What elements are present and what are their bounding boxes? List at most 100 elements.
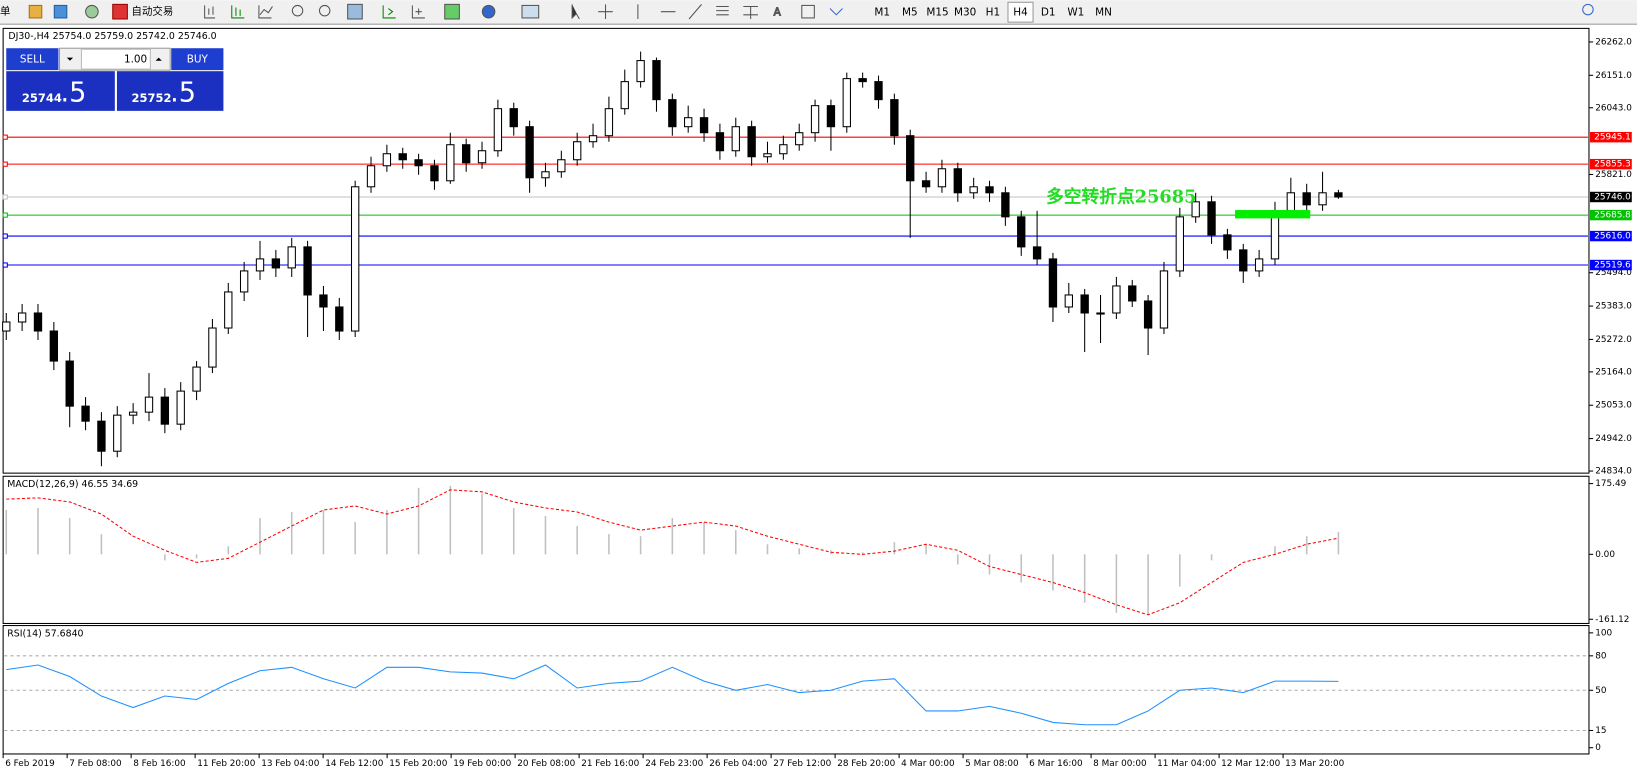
y-tick-label: 0: [1595, 743, 1601, 753]
icon[interactable]: [53, 4, 68, 19]
candle-body: [985, 186, 994, 194]
level-label: 25746.0: [1594, 193, 1631, 203]
level-tag: [1590, 209, 1632, 221]
icon[interactable]: [382, 5, 396, 19]
candle-body: [1286, 192, 1296, 212]
timeframes: M1 M5 M15 M30 H1 H4 D1 W1 MN: [874, 1, 1112, 23]
timeframe[interactable]: M1: [874, 7, 890, 19]
sell-price-box[interactable]: [6, 71, 115, 111]
icon[interactable]: [521, 4, 540, 19]
trade-panel: SELL 1.00 BUY 25744 .5 25752 .5: [5, 47, 225, 112]
sell-button[interactable]: [6, 48, 59, 71]
candle-body: [17, 312, 27, 323]
plots: 26262.0 26151.0 26043.0 25821.0 25494.0 25383…: [2, 37, 1632, 769]
candle-body: [1143, 300, 1153, 329]
buy-label[interactable]: BUY: [187, 54, 209, 66]
icon[interactable]: [112, 3, 128, 20]
rsi-title: RSI(14) 57.6840: [7, 628, 83, 639]
timeframe[interactable]: M5: [902, 7, 918, 19]
level-label: 25616.0: [1594, 232, 1631, 242]
icon[interactable]: [598, 4, 613, 19]
y-tick-label: 50: [1595, 686, 1607, 696]
candle-body: [271, 258, 281, 269]
icon[interactable]: [743, 5, 758, 19]
candle-body: [874, 81, 883, 101]
icon[interactable]: [801, 4, 815, 19]
timeframe[interactable]: H4: [1013, 7, 1028, 19]
candle-body: [1207, 201, 1216, 236]
candle-body: [1048, 258, 1058, 308]
lot-input[interactable]: [80, 48, 151, 70]
candle-body: [335, 306, 344, 332]
candle-body: [144, 396, 154, 413]
timeframe[interactable]: M15: [926, 7, 948, 19]
y-tick-label: 100: [1595, 628, 1612, 638]
icon[interactable]: [347, 3, 363, 20]
level-tag: [1590, 158, 1632, 170]
auto-trading[interactable]: 自动交易: [132, 5, 174, 18]
candle-body: [319, 294, 328, 308]
candle-body: [255, 258, 265, 272]
timeframe[interactable]: MN: [1095, 7, 1112, 19]
icon[interactable]: [481, 4, 496, 19]
x-tick-label: 4 Mar 00:00: [901, 759, 955, 769]
lot-down[interactable]: [66, 57, 74, 61]
icon-a[interactable]: A: [773, 6, 782, 19]
toolbar-icons: A: [28, 3, 1594, 20]
timeframe[interactable]: D1: [1041, 7, 1056, 19]
icon[interactable]: [444, 3, 460, 20]
y-tick-label: 26043.0: [1595, 103, 1632, 113]
candle-body: [573, 141, 582, 161]
icon[interactable]: [571, 4, 580, 20]
timeframe-active: [1007, 1, 1034, 23]
candle-body: [652, 60, 661, 101]
icon[interactable]: [318, 4, 331, 17]
candle-body: [795, 132, 804, 146]
icon[interactable]: [829, 8, 843, 16]
candle-body: [1112, 285, 1121, 314]
candle-body: [604, 108, 614, 137]
x-tick-label: 14 Feb 12:00: [325, 759, 383, 769]
timeframe[interactable]: M30: [954, 7, 976, 19]
x-tick-label: 24 Feb 23:00: [645, 759, 703, 769]
lot-up[interactable]: [155, 57, 162, 61]
candle-body: [33, 312, 43, 332]
icon[interactable]: [258, 5, 273, 19]
x-tick-label: 13 Feb 04:00: [261, 759, 319, 769]
y-tick-label: 25383.0: [1595, 302, 1632, 312]
level-tag: [1590, 131, 1632, 143]
icon[interactable]: [231, 5, 245, 19]
y-tick-label: 24834.0: [1595, 467, 1632, 477]
candle-body: [1302, 192, 1311, 206]
candle-body: [953, 168, 962, 194]
candle-body: [493, 108, 503, 152]
marker-bar: [1235, 210, 1311, 219]
buy-price-box[interactable]: [116, 71, 224, 111]
candle-body: [287, 246, 296, 269]
macd-title: MACD(12,26,9) 46.55 34.69: [7, 479, 138, 490]
candle-body: [446, 144, 455, 182]
candle-body: [699, 117, 709, 134]
timeframe[interactable]: W1: [1067, 7, 1084, 19]
buy-button[interactable]: [171, 48, 224, 71]
level-handle: [2, 194, 8, 200]
icon[interactable]: [204, 5, 216, 19]
timeframe[interactable]: H1: [986, 7, 1000, 19]
lot-value[interactable]: 1.00: [124, 54, 147, 66]
menu-clip[interactable]: 订单: [0, 6, 10, 18]
y-tick-label: 25164.0: [1595, 367, 1632, 377]
candle-body: [715, 132, 725, 152]
y-tick-label: 25494.0: [1595, 268, 1632, 278]
level-label: 25945.1: [1594, 133, 1631, 143]
icon[interactable]: [291, 4, 304, 17]
icon[interactable]: [411, 5, 425, 19]
icon[interactable]: [85, 4, 99, 19]
candle-body: [810, 105, 820, 134]
candle-body: [97, 420, 106, 452]
icon[interactable]: [637, 4, 729, 20]
y-tick-label: 26151.0: [1595, 71, 1632, 81]
sell-label[interactable]: SELL: [20, 54, 45, 66]
icon[interactable]: [28, 4, 43, 19]
search-icon[interactable]: [1582, 3, 1594, 16]
candle-body: [969, 186, 978, 194]
